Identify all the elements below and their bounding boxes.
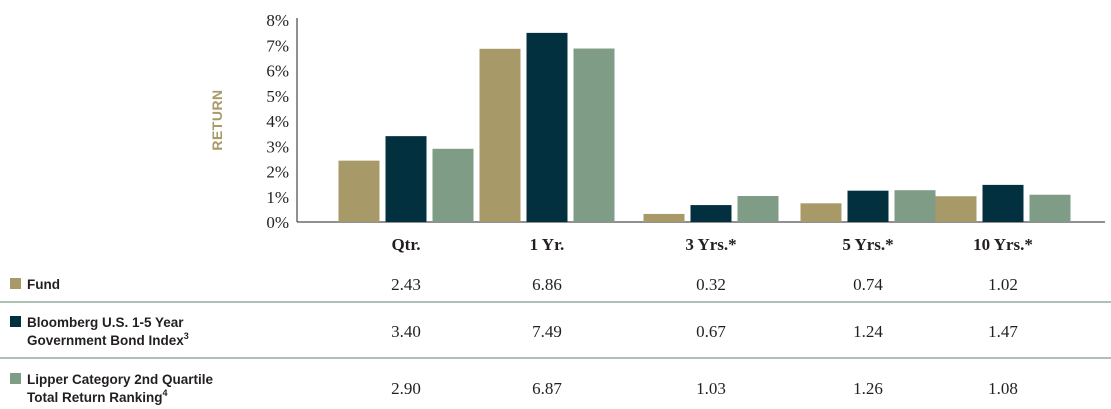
legend-label: Lipper Category 2nd Quartile <box>27 372 214 387</box>
legend-swatch <box>10 373 21 384</box>
table-cell: 0.32 <box>696 275 726 294</box>
table-cell: 3.40 <box>391 322 421 341</box>
legend-label-line2-text: Government Bond Index <box>27 333 184 348</box>
y-tick-label: 1% <box>266 188 289 207</box>
data-table: Fund 2.43 6.86 0.32 0.74 1.02 Bloomberg U.S. 1… <box>0 275 1111 405</box>
table-cell: 1.47 <box>988 322 1018 341</box>
table-cell: 1.08 <box>988 379 1018 398</box>
bar-3-1 <box>432 148 474 222</box>
bar-1-1 <box>338 160 380 222</box>
table-cell: 1.24 <box>853 322 883 341</box>
x-category-label: 3 Yrs.* <box>685 235 736 254</box>
bar-2-4 <box>847 190 889 222</box>
y-tick-label: 3% <box>266 137 289 156</box>
y-tick-label: 6% <box>266 62 289 81</box>
bar-2-1 <box>385 136 427 222</box>
y-tick-label: 5% <box>266 87 289 106</box>
table-cell: 0.74 <box>853 275 883 294</box>
table-cell: 1.02 <box>988 275 1018 294</box>
table-cell: 0.67 <box>696 322 726 341</box>
legend-label-line2-text: Total Return Ranking <box>27 390 163 405</box>
legend-label: Bloomberg U.S. 1-5 Year <box>27 315 184 330</box>
table-cell: 2.43 <box>391 275 421 294</box>
x-category-label: 10 Yrs.* <box>973 235 1033 254</box>
bar-3-2 <box>573 48 615 222</box>
legend-footnote-marker: 3 <box>184 331 189 341</box>
y-tick-label: 7% <box>266 36 289 55</box>
chart-axes: 0% 1% 2% 3% 4% 5% 6% 7% 8% RETURN <box>209 11 1105 232</box>
bar-2-5 <box>982 184 1024 222</box>
bar-3-4 <box>894 190 936 222</box>
bar-2-3 <box>690 205 732 222</box>
y-tick-label: 4% <box>266 112 289 131</box>
bar-3-3 <box>737 195 779 222</box>
y-tick-label: 2% <box>266 163 289 182</box>
bar-1-3 <box>643 213 685 222</box>
bar-1-2 <box>479 48 521 222</box>
table-cell: 1.26 <box>853 379 883 398</box>
bar-3-5 <box>1029 194 1071 222</box>
x-category-label: 1 Yr. <box>530 235 565 254</box>
y-tick-label: 0% <box>266 213 289 232</box>
table-cell: 7.49 <box>532 322 562 341</box>
y-tick-label: 8% <box>266 11 289 30</box>
x-category-label: 5 Yrs.* <box>842 235 893 254</box>
legend-swatch <box>10 278 21 289</box>
bar-1-4 <box>800 203 842 222</box>
table-cell: 2.90 <box>391 379 421 398</box>
legend-label-line2: Total Return Ranking4 <box>27 388 168 405</box>
table-cell: 6.87 <box>532 379 562 398</box>
x-axis-labels: Qtr. 1 Yr. 3 Yrs.* 5 Yrs.* 10 Yrs.* <box>391 235 1032 254</box>
legend-label: Fund <box>27 277 60 292</box>
legend-footnote-marker: 4 <box>163 388 168 398</box>
table-cell: 6.86 <box>532 275 562 294</box>
chart-bars <box>338 32 1071 222</box>
table-cell: 1.03 <box>696 379 726 398</box>
legend-swatch <box>10 316 21 327</box>
y-axis-title: RETURN <box>209 89 225 150</box>
bar-1-5 <box>935 196 977 222</box>
bar-2-2 <box>526 32 568 222</box>
x-category-label: Qtr. <box>391 235 420 254</box>
legend-label-line2: Government Bond Index3 <box>27 331 189 348</box>
